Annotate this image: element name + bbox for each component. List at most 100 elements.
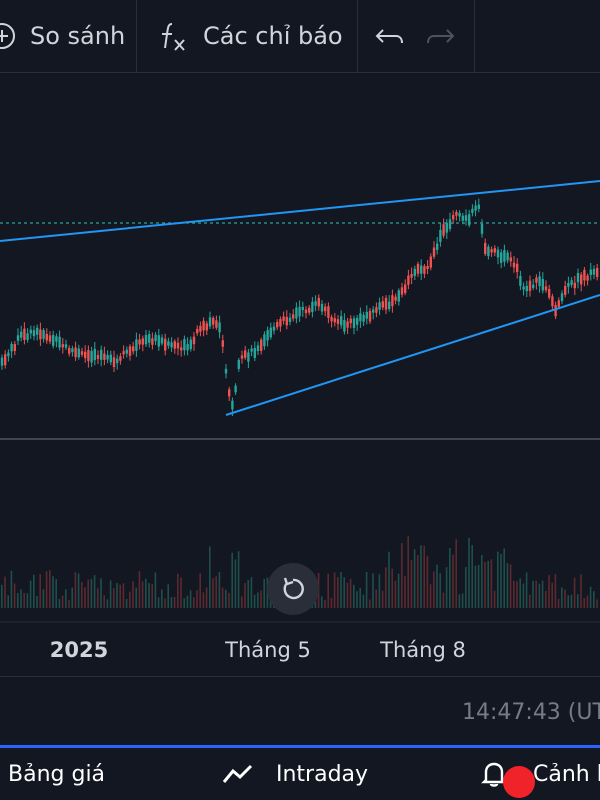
candle-body: [157, 335, 160, 347]
volume-bar: [173, 597, 176, 608]
price-chart[interactable]: [0, 72, 600, 628]
candle-body: [544, 286, 548, 291]
volume-bar: [116, 582, 118, 608]
candle-body: [496, 249, 500, 258]
candle-body: [557, 300, 560, 307]
compare-button[interactable]: So sánh: [0, 0, 125, 72]
upper-trendline[interactable]: [0, 180, 600, 242]
candle-body: [356, 317, 359, 325]
volume-bar: [529, 594, 531, 608]
candle-body: [55, 336, 58, 342]
volume-bar: [196, 590, 198, 608]
candle-body: [314, 301, 317, 306]
candle-body: [352, 318, 356, 328]
candle-body: [391, 295, 394, 307]
undo-button[interactable]: [374, 0, 406, 72]
candle-body: [381, 301, 384, 308]
price-board-tab[interactable]: Bảng giá: [8, 748, 105, 800]
candle-body: [474, 205, 477, 211]
clock-timezone[interactable]: 14:47:43 (UTC: [462, 700, 600, 725]
volume-bar: [516, 581, 518, 608]
volume-bar: [407, 536, 409, 608]
volume-bar: [71, 587, 73, 608]
volume-bar: [522, 583, 525, 608]
volume-bar: [385, 567, 387, 608]
volume-bar: [519, 578, 521, 608]
candle-body: [52, 335, 55, 346]
indicators-button[interactable]: Các chỉ báo: [158, 0, 343, 72]
volume-bar: [439, 573, 441, 608]
volume-bar: [29, 580, 32, 608]
candle-body: [336, 319, 340, 324]
volume-bar: [589, 586, 592, 608]
volume-bar: [583, 598, 585, 608]
volume-bar: [97, 588, 99, 608]
volume-bar: [449, 548, 451, 608]
candle-body: [106, 355, 109, 360]
volume-bar: [55, 579, 57, 608]
candle-body: [493, 248, 496, 253]
candle-body: [519, 275, 522, 286]
lower-trendline[interactable]: [225, 294, 600, 416]
candle-body: [368, 310, 372, 322]
intraday-tab[interactable]: Intraday: [222, 748, 368, 800]
toolbar-divider: [357, 0, 358, 72]
candle-body: [375, 307, 378, 313]
volume-bar: [237, 551, 240, 608]
volume-bar: [545, 590, 547, 608]
candle-body: [138, 339, 141, 345]
candle-body: [301, 306, 304, 310]
reset-chart-button[interactable]: [267, 563, 319, 615]
candle-body: [324, 306, 327, 312]
candle-body: [487, 246, 490, 257]
volume-bar: [100, 578, 102, 608]
candle-body: [490, 249, 493, 253]
candle-body: [71, 348, 74, 353]
volume-bar: [253, 594, 256, 608]
candle-body: [343, 319, 346, 332]
candle-body: [202, 320, 205, 331]
candle-body: [192, 336, 196, 345]
volume-bar: [234, 559, 237, 608]
volume-bar: [506, 563, 509, 608]
candle-body: [228, 389, 231, 397]
volume-bar: [250, 577, 253, 608]
candle-body: [567, 282, 570, 287]
candle-body: [554, 305, 557, 317]
notification-dot: [503, 766, 535, 798]
candle-body: [384, 297, 388, 310]
candle-body: [484, 242, 487, 255]
time-axis[interactable]: 2025 Tháng 5 Tháng 8: [0, 628, 600, 678]
candle-body: [564, 286, 567, 295]
alerts-tab[interactable]: Cảnh b: [481, 748, 600, 800]
volume-bar: [324, 599, 326, 608]
candle-body: [455, 211, 458, 216]
volume-bar: [23, 592, 25, 608]
volume-bar: [45, 571, 48, 608]
candle-body: [176, 342, 180, 349]
candle-body: [80, 351, 84, 355]
candle-body: [93, 348, 96, 361]
time-label-may: Tháng 5: [225, 638, 311, 662]
volume-bar: [58, 598, 61, 608]
candle-body: [32, 330, 36, 337]
chart-canvas[interactable]: [0, 72, 600, 628]
volume-bar: [468, 537, 470, 608]
volume-bar: [247, 580, 249, 608]
candle-body: [212, 318, 215, 325]
volume-bar: [106, 599, 109, 608]
volume-bar: [426, 555, 429, 608]
volume-bar: [231, 552, 233, 608]
candle-body: [180, 347, 183, 351]
volume-bar: [538, 583, 541, 608]
candle-body: [7, 352, 10, 357]
volume-bar: [42, 589, 45, 608]
candle-body: [208, 317, 212, 327]
nav-accent-line: [0, 745, 600, 748]
candle-body: [532, 284, 535, 288]
redo-button[interactable]: [424, 0, 456, 72]
volume-bar: [209, 546, 211, 608]
candle-body: [471, 208, 474, 214]
volume-bar: [567, 595, 569, 608]
reset-icon: [283, 577, 304, 600]
